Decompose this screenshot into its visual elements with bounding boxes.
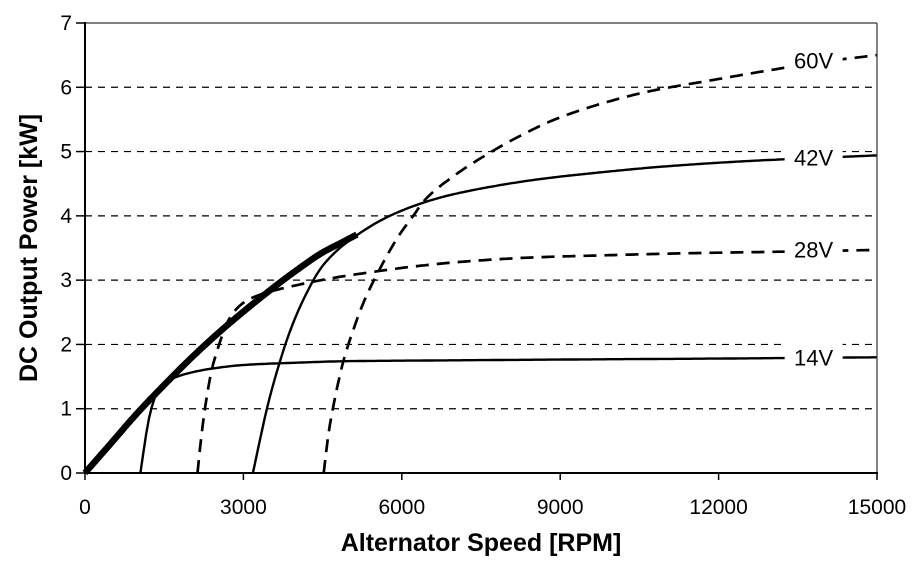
gridlines xyxy=(85,86,877,410)
axes xyxy=(76,22,878,480)
y-tick-label-2: 2 xyxy=(60,333,72,356)
label-mask-60V xyxy=(784,45,843,76)
curve-60V xyxy=(322,53,878,474)
label-mask-14V xyxy=(784,342,843,373)
tick-labels: 0 1 2 3 4 5 6 7 0 3000 6000 9000 12000 15000 xyxy=(60,12,906,519)
label-14V: 14V xyxy=(794,345,833,370)
x-tick-label-6000: 6000 xyxy=(378,496,425,519)
label-60V: 60V xyxy=(794,48,833,73)
label-42V: 42V xyxy=(794,145,833,170)
curve-28V xyxy=(196,248,878,474)
curve-maximum-power-envelope xyxy=(82,231,360,476)
y-tick-label-7: 7 xyxy=(60,12,72,35)
x-tick-label-0: 0 xyxy=(79,496,91,519)
x-tick-label-15000: 15000 xyxy=(848,496,906,519)
x-tick-label-12000: 12000 xyxy=(689,496,747,519)
y-tick-label-0: 0 xyxy=(60,462,72,485)
x-tick-label-3000: 3000 xyxy=(220,496,267,519)
label-mask-42V xyxy=(784,142,843,173)
series-curves xyxy=(82,53,878,476)
y-tick-label-1: 1 xyxy=(60,398,72,421)
y-tick-label-3: 3 xyxy=(60,269,72,292)
y-axis-title: DC Output Power [kW] xyxy=(15,114,43,382)
y-tick-label-4: 4 xyxy=(60,205,72,228)
x-tick-label-9000: 9000 xyxy=(537,496,584,519)
curve-labels: 14V 28V 42V 60V xyxy=(784,45,843,373)
x-axis-title: Alternator Speed [RPM] xyxy=(341,529,622,557)
label-28V: 28V xyxy=(794,237,833,262)
y-tick-label-6: 6 xyxy=(60,76,72,99)
curve-42V xyxy=(251,154,878,474)
y-tick-label-5: 5 xyxy=(60,141,72,164)
label-mask-28V xyxy=(784,234,843,265)
curve-14V xyxy=(139,356,877,474)
